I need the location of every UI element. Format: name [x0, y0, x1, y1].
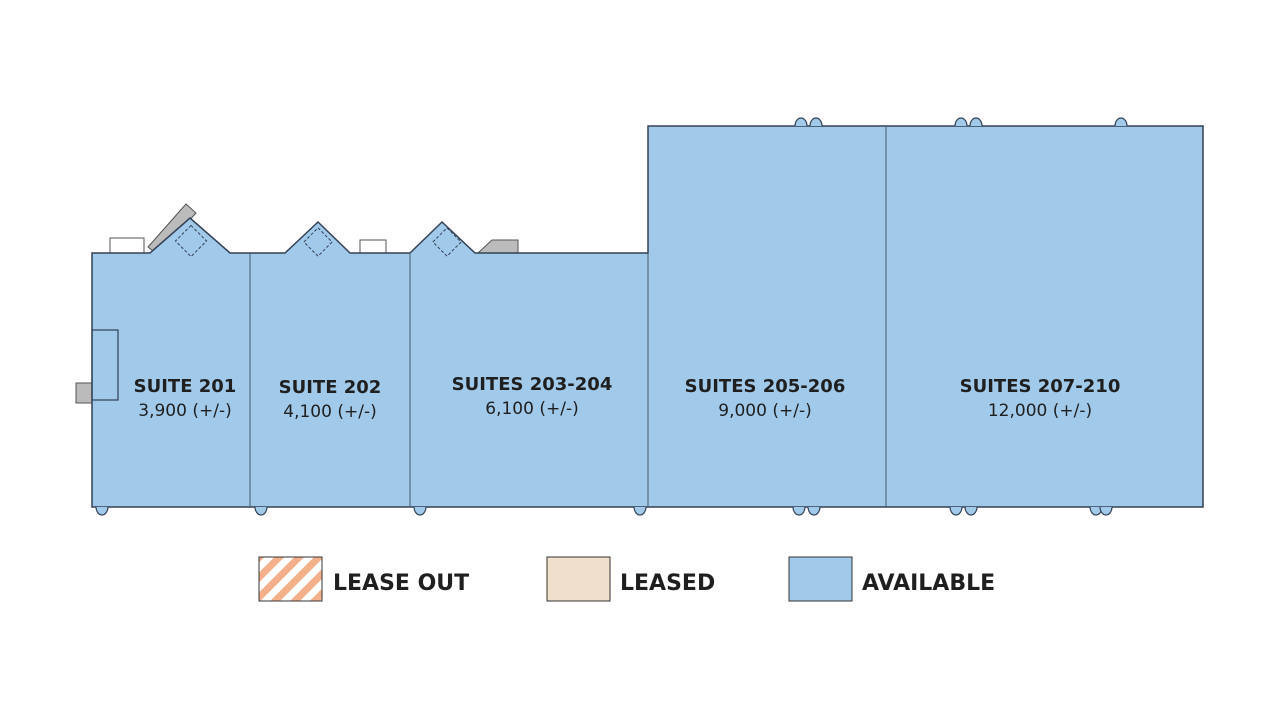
suite-name: SUITES 205-206	[685, 376, 846, 397]
legend-label: AVAILABLE	[862, 571, 995, 596]
legend-label: LEASED	[620, 571, 715, 596]
suite-area: 6,100 (+/-)	[485, 399, 578, 419]
dividers	[249, 126, 887, 507]
suite-name: SUITES 207-210	[960, 376, 1121, 397]
legend-swatch	[258, 556, 323, 602]
suite-name: SUITE 201	[134, 376, 237, 397]
legend: LEASE OUT LEASED AVAILABLE	[258, 556, 995, 602]
legend-swatch	[546, 556, 611, 602]
legend-label: LEASE OUT	[333, 571, 469, 596]
doors	[91, 117, 1128, 516]
vestibules	[174, 224, 462, 258]
suite-name: SUITE 202	[279, 377, 382, 398]
suite-area: 4,100 (+/-)	[283, 402, 376, 422]
suite-area: 9,000 (+/-)	[718, 401, 811, 421]
suite-area: 12,000 (+/-)	[988, 401, 1092, 421]
suite-name: SUITES 203-204	[452, 374, 613, 395]
suite-area: 3,900 (+/-)	[138, 401, 231, 421]
legend-swatch	[788, 556, 853, 602]
